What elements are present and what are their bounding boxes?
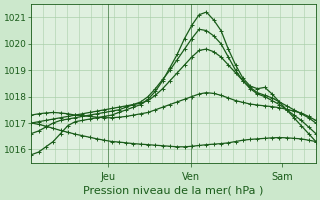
X-axis label: Pression niveau de la mer( hPa ): Pression niveau de la mer( hPa ) — [84, 186, 264, 196]
